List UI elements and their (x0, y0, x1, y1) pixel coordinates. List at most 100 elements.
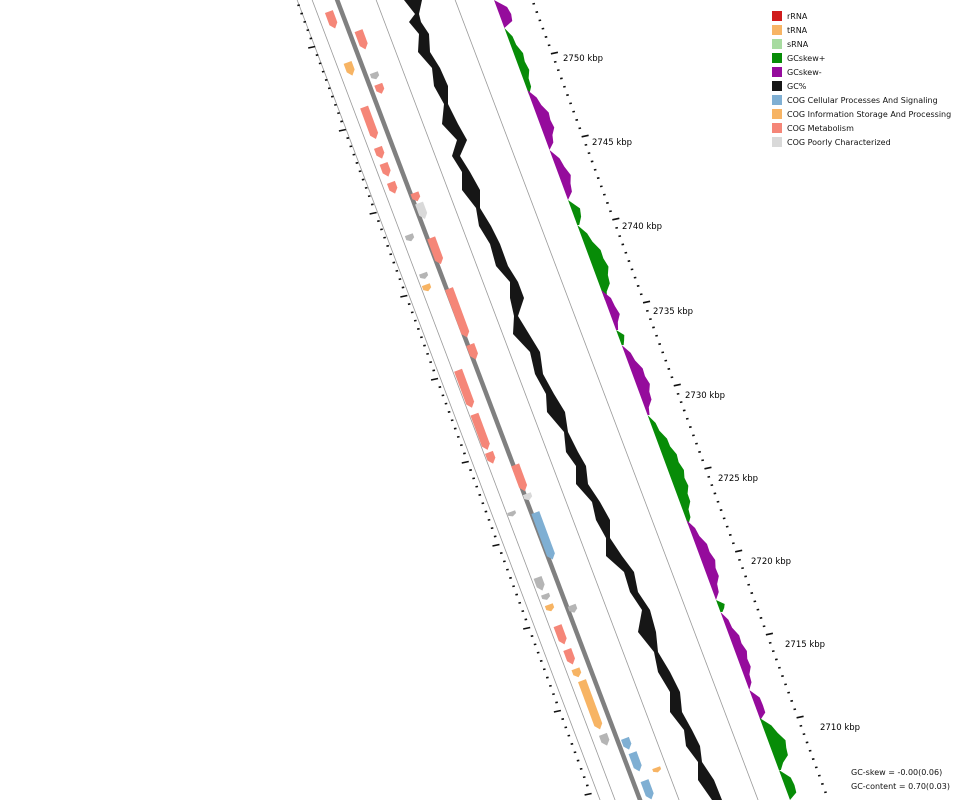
cog-feature-arrow (410, 191, 421, 202)
legend-swatch (772, 81, 782, 91)
ruler-tick (380, 228, 383, 231)
ruler-tick (509, 576, 512, 579)
ruler-tick (300, 12, 304, 15)
ruler-tick (722, 517, 726, 520)
gc-skew-segment (778, 770, 797, 800)
ruler-tick (340, 120, 344, 123)
gc-skew-plot (494, 0, 797, 800)
ruler-tick (581, 134, 589, 138)
legend-swatch (772, 109, 782, 119)
ruler-tick (538, 19, 542, 22)
ruler-tick (759, 616, 763, 619)
ruler-tick (612, 217, 620, 221)
legend-item-trna: tRNA (772, 23, 951, 37)
ruler-tick (704, 466, 712, 470)
ruler-tick (556, 69, 560, 72)
ruler-tick (472, 477, 476, 480)
cog-feature-arrow (421, 283, 432, 292)
ruler-tick (567, 734, 571, 737)
ruler-tick (450, 419, 454, 422)
ruler-tick (802, 733, 806, 736)
ruler-tick (536, 651, 540, 654)
ruler-tick (676, 392, 680, 395)
ruler-tick (747, 583, 751, 586)
ruler-tick (799, 724, 803, 727)
legend-swatch (772, 11, 782, 21)
ruler-tick (762, 625, 766, 628)
ruler-tick (599, 185, 603, 188)
ruler-tick (778, 666, 781, 669)
ruler-tick (334, 103, 337, 106)
gc-skew-segment (568, 200, 582, 225)
ruler-tick (633, 276, 637, 279)
gc-skew-stat: GC-skew = -0.00(0.06) (851, 768, 943, 777)
gc-skew-segment (527, 90, 555, 150)
ruler-tick (426, 352, 429, 355)
ruler-tick (728, 533, 732, 536)
ruler-tick (478, 493, 482, 496)
cog-feature-arrow (445, 287, 470, 338)
gc-skew-segment (494, 0, 513, 28)
cog-feature-arrow (598, 732, 610, 746)
ruler-tick (630, 268, 634, 271)
cog-feature-arrow (507, 510, 517, 517)
ruler-tick (369, 211, 377, 215)
ruler-tick (395, 269, 399, 272)
ruler-tick (636, 284, 640, 287)
cog-feature-arrow (484, 450, 496, 464)
ruler-tick (532, 2, 536, 5)
ruler-tick (765, 632, 774, 636)
ruler-tick (642, 300, 651, 304)
legend-label: rRNA (787, 11, 808, 21)
ruler-tick (824, 791, 827, 794)
gc-stats: GC-skew = -0.00(0.06) GC-content = 0.70(… (851, 766, 950, 794)
ruler-tick (463, 452, 466, 455)
ruler-tick (400, 294, 408, 298)
cog-feature-arrow (343, 60, 355, 76)
ruler-tick (673, 383, 681, 387)
ruler-tick (658, 343, 662, 346)
ruler-tick (688, 426, 692, 429)
ruler-tick (579, 767, 583, 770)
ruler-tick (753, 600, 757, 603)
cog-feature-arrow (386, 180, 398, 194)
legend-label: sRNA (787, 39, 809, 49)
cog-feature-arrow (531, 511, 555, 560)
cog-feature-arrow (470, 412, 490, 450)
ruler-tick (416, 327, 420, 330)
ruler-tick (667, 367, 671, 370)
ruler-tick (549, 684, 552, 687)
legend-label: tRNA (787, 25, 808, 35)
ruler-tick (584, 143, 588, 146)
ruler-tick (306, 29, 310, 32)
ruler-tick (524, 618, 528, 621)
ruler-tick (447, 410, 451, 413)
cog-feature-arrow (522, 492, 533, 501)
ruler-tick (324, 78, 328, 81)
legend-label: COG Cellular Processes And Signaling (787, 95, 938, 105)
ruler-tick (367, 195, 371, 198)
ruler-tick (596, 177, 600, 180)
legend-item-rrna: rRNA (772, 9, 951, 23)
gc-skew-segment (621, 345, 652, 415)
ruler-tick (420, 336, 423, 339)
legend-label: COG Poorly Characterized (787, 137, 891, 147)
ruler-tick (731, 542, 735, 545)
ruler-tick (481, 502, 485, 505)
cog-feature-arrow (369, 71, 380, 80)
ruler-tick (355, 161, 359, 164)
ruler-tick (515, 593, 519, 596)
cog-feature-arrow (324, 10, 338, 29)
ruler-tick (475, 485, 479, 488)
ruler-tick (639, 293, 643, 296)
kbp-label-2715: 2715 kbp (785, 640, 825, 650)
cog-feature-arrow (404, 233, 415, 242)
gc-skew-segment (716, 600, 725, 612)
ruler-tick (750, 592, 754, 595)
guide-line (375, 0, 680, 800)
ruler-tick (352, 153, 356, 156)
ruler-tick (469, 469, 472, 472)
ruler-tick (814, 766, 818, 769)
inner-ruler-ticks (297, 4, 592, 796)
